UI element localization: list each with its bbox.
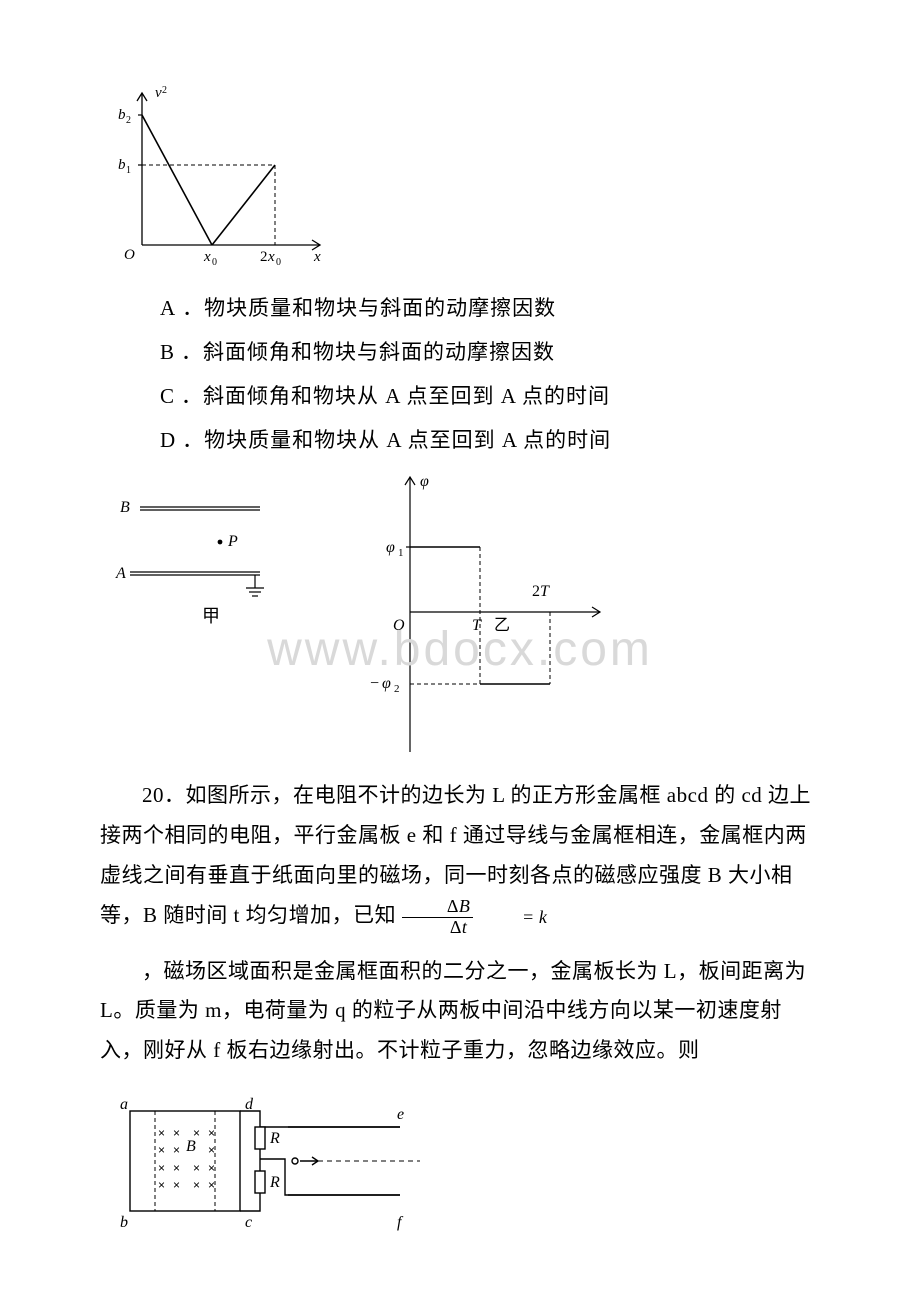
option-list: A．物块质量和物块与斜面的动摩擦因数 B．斜面倾角和物块与斜面的动摩擦因数 C．… <box>160 286 820 462</box>
node-c: c <box>245 1214 252 1231</box>
tick-x0: x <box>203 249 211 265</box>
svg-text:×: × <box>193 1161 200 1175</box>
svg-text:×: × <box>208 1161 215 1175</box>
plate-b-label: B <box>120 499 130 516</box>
node-a: a <box>120 1096 128 1113</box>
svg-text:2: 2 <box>394 683 400 695</box>
svg-text:2: 2 <box>260 249 268 265</box>
origin-phi: O <box>393 617 405 634</box>
origin-label: O <box>124 247 135 263</box>
svg-text:×: × <box>158 1178 165 1192</box>
option-b: B．斜面倾角和物块与斜面的动摩擦因数 <box>160 330 820 374</box>
option-c-text: 斜面倾角和物块从 A 点至回到 A 点的时间 <box>203 384 610 408</box>
svg-text:1: 1 <box>126 165 131 176</box>
tick-neg-phi2: − <box>370 675 379 692</box>
option-a-text: 物块质量和物块与斜面的动摩擦因数 <box>204 296 556 320</box>
svg-text:2: 2 <box>162 85 167 96</box>
axis-label-y: v <box>155 85 162 101</box>
q20-number: 20 <box>142 783 164 807</box>
caption-yi: 乙 <box>494 617 510 634</box>
figure-plates-and-phi: www.bdocx.com B A P 甲 <box>100 472 820 762</box>
tick-b1: b <box>118 157 126 173</box>
axis-label-x: x <box>313 249 321 265</box>
svg-text:φ: φ <box>382 675 391 692</box>
tick-phi1: φ <box>386 539 395 556</box>
svg-text:×: × <box>173 1143 180 1157</box>
svg-text:0: 0 <box>276 257 281 268</box>
plate-a-label: A <box>115 565 126 582</box>
svg-text:0: 0 <box>212 257 217 268</box>
field-B-label: B <box>186 1138 196 1155</box>
svg-text:1: 1 <box>398 547 404 559</box>
svg-text:×: × <box>208 1143 215 1157</box>
resistor-R2: R <box>269 1174 280 1191</box>
formula-eq-k: = k <box>481 900 547 934</box>
svg-text:2: 2 <box>126 115 131 126</box>
tick-2T: 2T <box>532 583 550 600</box>
svg-text:×: × <box>173 1161 180 1175</box>
option-a: A．物块质量和物块与斜面的动摩擦因数 <box>160 286 820 330</box>
axis-phi-label: φ <box>420 473 429 490</box>
svg-text:×: × <box>173 1126 180 1140</box>
resistor-R1: R <box>269 1130 280 1147</box>
svg-text:×: × <box>208 1178 215 1192</box>
tick-T: T <box>472 617 482 634</box>
node-b: b <box>120 1214 128 1231</box>
circuit-svg: ×××× ××× ×××× ×××× a d b c B R R e f <box>100 1089 440 1239</box>
plate-f: f <box>397 1214 404 1231</box>
option-b-text: 斜面倾角和物块与斜面的动摩擦因数 <box>203 340 555 364</box>
node-d: d <box>245 1096 254 1113</box>
figure-circuit: ×××× ××× ×××× ×××× a d b c B R R e f <box>100 1089 820 1239</box>
svg-text:×: × <box>158 1161 165 1175</box>
caption-jia: 甲 <box>202 606 220 626</box>
svg-text:×: × <box>208 1126 215 1140</box>
svg-text:x: x <box>267 249 275 265</box>
svg-text:×: × <box>158 1143 165 1157</box>
option-d-text: 物块质量和物块从 A 点至回到 A 点的时间 <box>204 428 611 452</box>
q20-para2: ，磁场区域面积是金属框面积的二分之一，金属板长为 L，板间距离为 L。质量为 m… <box>100 952 820 1072</box>
figure-v2-x-chart: v 2 b2 b1 O x0 2x0 x <box>100 85 820 270</box>
plate-e: e <box>397 1106 404 1123</box>
q20-para1: 20．如图所示，在电阻不计的边长为 L 的正方形金属框 abcd 的 cd 边上… <box>100 776 820 937</box>
option-c: C．斜面倾角和物块从 A 点至回到 A 点的时间 <box>160 374 820 418</box>
plates-phi-svg: B A P 甲 <box>100 472 620 762</box>
svg-text:×: × <box>173 1178 180 1192</box>
option-d: D．物块质量和物块从 A 点至回到 A 点的时间 <box>160 418 820 462</box>
v2-x-svg: v 2 b2 b1 O x0 2x0 x <box>100 85 330 270</box>
point-p-label: P <box>227 533 238 550</box>
tick-b2: b <box>118 107 126 123</box>
svg-text:×: × <box>193 1178 200 1192</box>
formula-dB-dt: ΔB Δt <box>402 897 474 938</box>
svg-text:×: × <box>158 1126 165 1140</box>
